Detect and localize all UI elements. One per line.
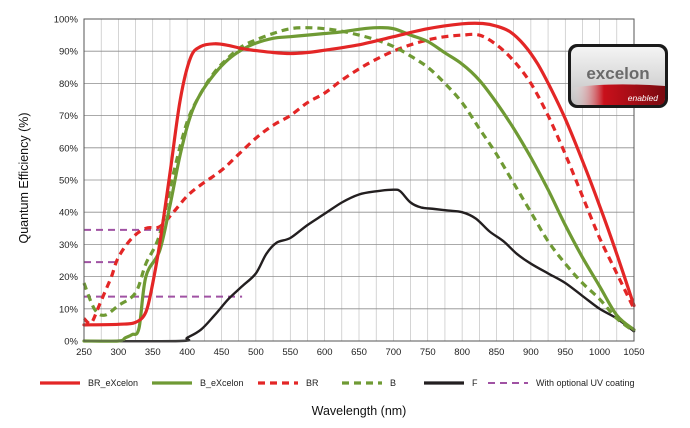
x-tick-label: 250	[76, 347, 92, 358]
y-tick-labels: 0% 10% 20% 30% 40% 50% 60% 70% 80% 90% 100%	[54, 15, 79, 348]
x-axis-title: Wavelength (nm)	[312, 404, 407, 418]
y-tick-label: 100%	[54, 15, 79, 26]
y-tick-label: 30%	[59, 240, 79, 251]
x-tick-label: 900	[523, 347, 539, 358]
x-tick-label: 1000	[589, 347, 610, 358]
x-tick-label: 300	[110, 347, 126, 358]
excelon-badge: excelon enabled	[568, 44, 668, 108]
y-tick-label: 50%	[59, 176, 79, 187]
y-tick-label: 10%	[59, 304, 79, 315]
x-tick-label: 350	[145, 347, 161, 358]
plot-frame	[83, 18, 635, 342]
y-tick-label: 60%	[59, 143, 79, 154]
y-axis-title: Quantum Efficiency (%)	[17, 112, 31, 243]
legend-label-f: F	[472, 378, 478, 388]
series-line-br-excelon	[82, 21, 636, 327]
legend-label-br: BR	[306, 378, 319, 388]
y-tick-label: 90%	[59, 47, 79, 58]
badge-red-band	[571, 84, 665, 105]
grid	[83, 18, 635, 342]
badge-sub: enabled	[628, 93, 659, 103]
x-tick-label: 450	[214, 347, 230, 358]
series-line-br	[82, 32, 636, 326]
badge-brand: excelon	[586, 64, 649, 83]
y-tick-label: 40%	[59, 208, 79, 219]
series-lines	[82, 21, 636, 343]
x-tick-label: 700	[385, 347, 401, 358]
x-tick-labels: 250 300 350 400 450 500 550 600 650 700 750 800 850 9…	[76, 347, 645, 358]
x-tick-label: 950	[557, 347, 573, 358]
x-tick-label: 800	[454, 347, 470, 358]
series-line-f	[82, 188, 636, 343]
x-tick-label: 400	[179, 347, 195, 358]
x-tick-label: 750	[420, 347, 436, 358]
legend-label-br-excelon: BR_eXcelon	[88, 378, 138, 388]
y-tick-label: 0%	[64, 337, 78, 348]
x-tick-label: 650	[351, 347, 367, 358]
x-tick-label: 500	[248, 347, 264, 358]
legend: BR_eXcelon B_eXcelon BR B F With optional UV …	[40, 378, 635, 388]
legend-label-b-excelon: B_eXcelon	[200, 378, 244, 388]
y-tick-label: 20%	[59, 272, 79, 283]
plot-border	[83, 18, 635, 342]
legend-label-with-optional-uv-coating: With optional UV coating	[536, 378, 635, 388]
x-tick-label: 850	[489, 347, 505, 358]
series-line-b	[82, 26, 635, 333]
legend-label-b: B	[390, 378, 396, 388]
x-tick-label: 1050	[623, 347, 644, 358]
x-tick-label: 600	[317, 347, 333, 358]
x-tick-label: 550	[282, 347, 298, 358]
y-tick-label: 70%	[59, 111, 79, 122]
y-tick-label: 80%	[59, 79, 79, 90]
